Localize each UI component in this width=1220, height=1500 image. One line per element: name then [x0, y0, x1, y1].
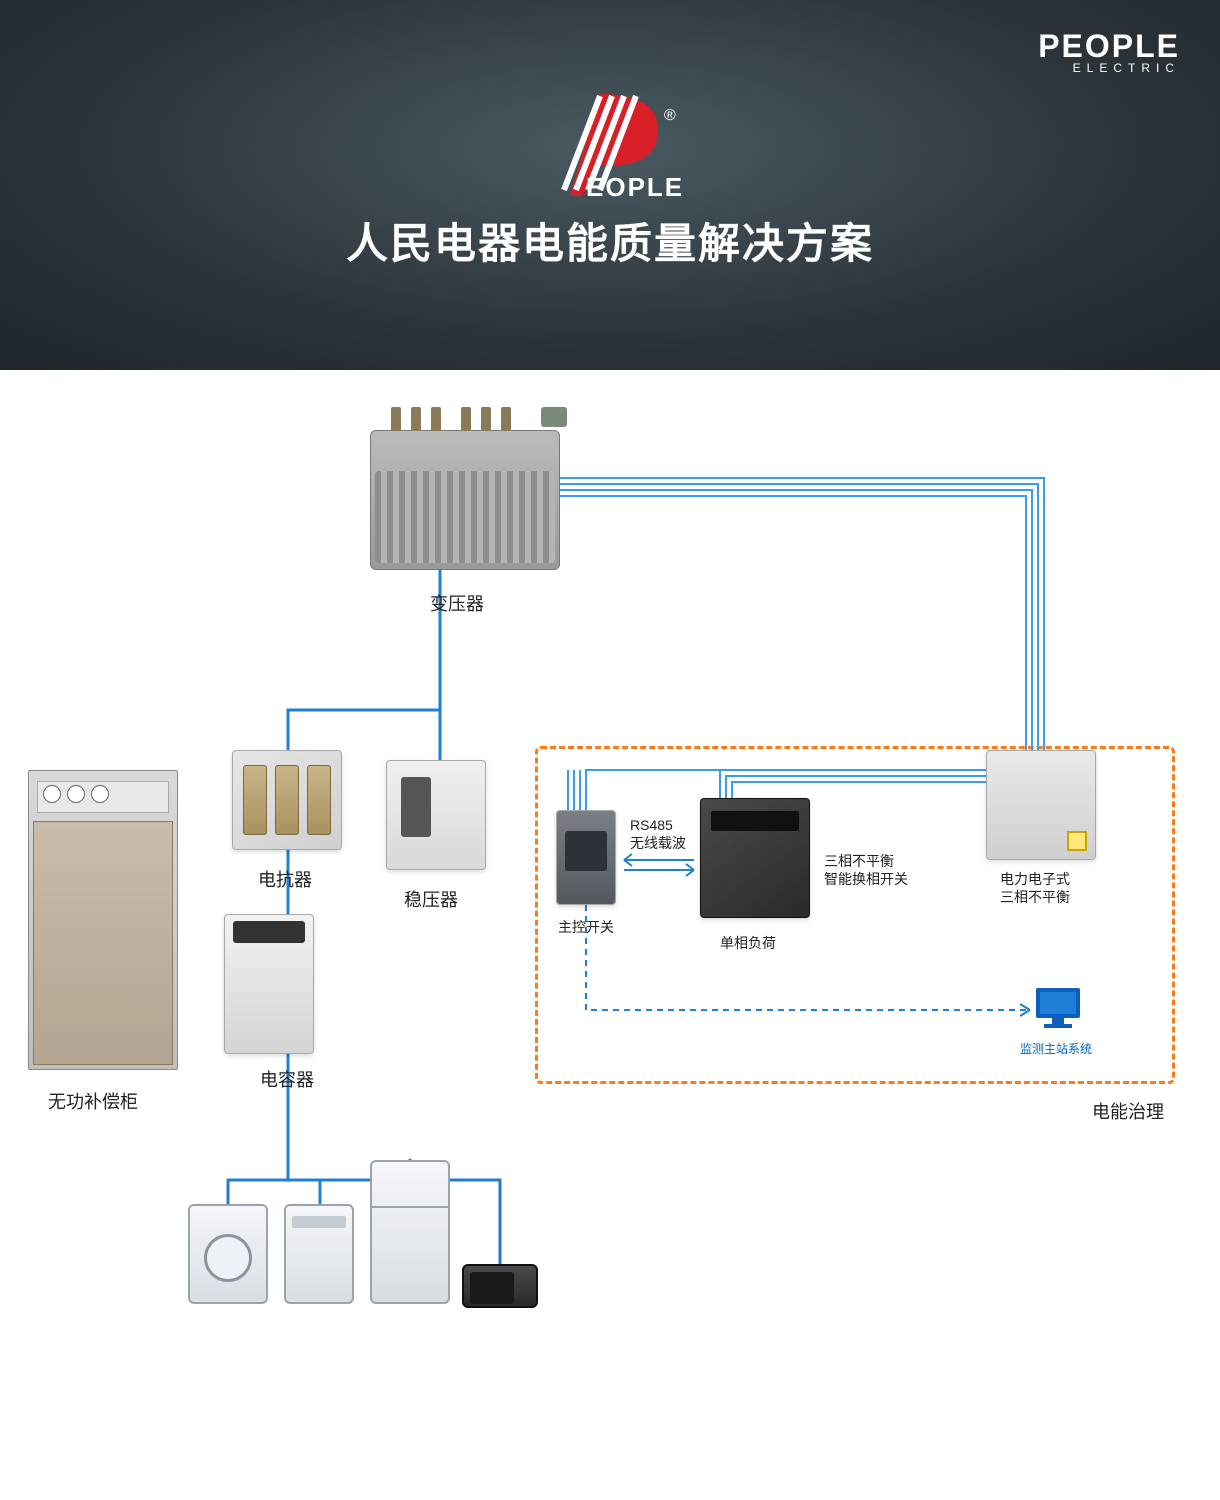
center-logo: ® EOPLE [530, 90, 690, 205]
microwave-appliance [462, 1264, 538, 1308]
main-switch-label: 主控开关 [558, 918, 614, 936]
reactor-device [232, 750, 342, 850]
reactive-cabinet-label: 无功补偿柜 [48, 1088, 138, 1114]
capacitor-label: 电容器 [260, 1066, 314, 1092]
reactor-label: 电抗器 [258, 866, 312, 892]
page-title: 人民电器电能质量解决方案 [346, 210, 874, 271]
transformer-label: 变压器 [430, 590, 484, 616]
dishwasher-appliance [284, 1204, 354, 1304]
power-electronics-device [986, 750, 1096, 860]
logo-text: EOPLE [586, 172, 684, 200]
registered-mark: ® [664, 107, 676, 124]
transformer-device [370, 430, 560, 570]
stabilizer-label: 稳压器 [404, 886, 458, 912]
smart-switch-label: 三相不平衡 智能换相开关 [824, 852, 908, 888]
stabilizer-device [386, 760, 486, 870]
brand-main-text: PEOPLE [1038, 28, 1180, 65]
logo-icon: ® EOPLE [530, 90, 690, 200]
rs485-label: RS485 无线载波 [630, 816, 686, 852]
solution-diagram: 电能治理 [0, 370, 1220, 1500]
fridge-appliance [370, 1160, 450, 1304]
capacitor-device [224, 914, 314, 1054]
header-banner: PEOPLE ELECTRIC ® EOPLE 人民电器电能质量解决方案 [0, 0, 1220, 370]
single-phase-label: 单相负荷 [720, 934, 776, 952]
main-switch-device [556, 810, 616, 905]
washer-appliance [188, 1204, 268, 1304]
monitor-icon [1030, 984, 1090, 1034]
power-electronics-label: 电力电子式 三相不平衡 [1000, 870, 1070, 906]
monitor-system-label: 监测主站系统 [1020, 1040, 1092, 1057]
single-phase-device [700, 798, 810, 918]
brand-corner: PEOPLE ELECTRIC [1038, 28, 1180, 75]
reactive-cabinet-device [28, 770, 178, 1070]
